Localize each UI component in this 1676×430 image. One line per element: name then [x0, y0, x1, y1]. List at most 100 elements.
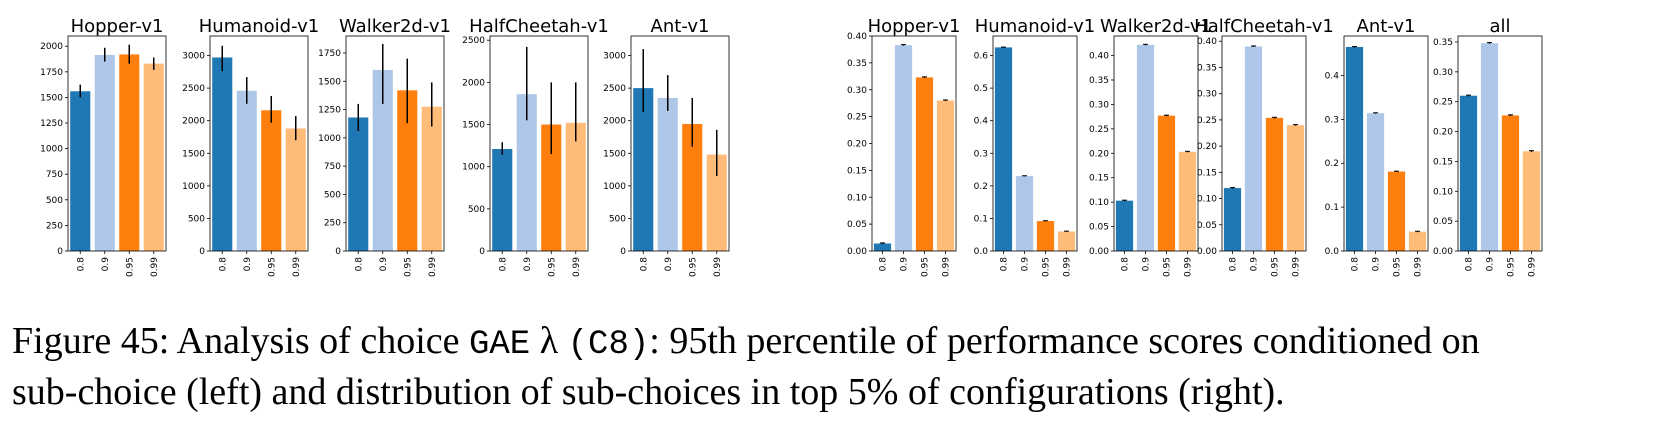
- chart-title: Ant-v1: [1357, 16, 1416, 37]
- bar: [421, 106, 442, 251]
- y-tick-label: 0.20: [1089, 149, 1109, 159]
- chart-panel: Humanoid-v1 0.8 0.9 0.95 0.99 0.0 0.1 0.2 0.3 0.4…: [974, 16, 1096, 277]
- chart-title: Humanoid-v1: [975, 16, 1095, 37]
- bar: [706, 154, 727, 251]
- bar: [261, 110, 282, 251]
- bar: [1036, 221, 1055, 251]
- y-tick-label: 1000: [462, 163, 485, 173]
- x-tick-label: 0.99: [150, 257, 160, 277]
- x-tick-label: 0.99: [428, 257, 438, 277]
- y-tick-label: 0.1: [1325, 203, 1339, 213]
- plot-frame: [1221, 35, 1307, 252]
- y-tick-label: 0.0: [1325, 247, 1340, 257]
- x-tick-label: 0.99: [942, 257, 952, 277]
- y-tick-label: 2000: [40, 42, 63, 52]
- bar: [1501, 115, 1520, 251]
- chart-panel: Hopper-v1 0.8 0.9 0.95 0.99 0.00 0.05 0.10 0.15 0…: [847, 16, 960, 277]
- plot-frame: [345, 35, 445, 252]
- y-tick-label: 0: [57, 247, 63, 257]
- plot-frame: [1113, 35, 1199, 252]
- bar: [1286, 125, 1305, 251]
- chart-title: Humanoid-v1: [199, 16, 319, 37]
- y-tick-label: 0.10: [1197, 195, 1217, 205]
- chart-title: Hopper-v1: [868, 16, 961, 37]
- y-tick-label: 0.40: [847, 32, 867, 42]
- x-tick-label: 0.99: [1292, 257, 1302, 277]
- y-tick-label: 2500: [462, 36, 485, 46]
- y-tick-label: 0.15: [1433, 157, 1453, 167]
- y-tick-label: 0.00: [847, 247, 867, 257]
- y-tick-label: 0.40: [1197, 37, 1217, 47]
- bar: [348, 117, 369, 251]
- plot-frame: [630, 35, 730, 252]
- x-tick-label: 0.99: [1414, 257, 1424, 277]
- x-tick-label: 0.95: [403, 257, 413, 277]
- y-tick-label: 0.6: [974, 52, 989, 62]
- x-tick-label: 0.9: [1142, 257, 1152, 272]
- y-tick-label: 3000: [182, 52, 205, 62]
- x-tick-label: 0.95: [125, 257, 135, 277]
- x-tick-label: 0.95: [688, 257, 698, 277]
- chart-title: Walker2d-v1: [1100, 16, 1212, 37]
- bar: [516, 94, 537, 251]
- y-tick-label: 500: [188, 214, 205, 224]
- y-tick-label: 750: [46, 170, 63, 180]
- bar: [1244, 46, 1263, 251]
- x-tick-label: 0.95: [1042, 257, 1052, 277]
- bar: [541, 124, 562, 251]
- y-tick-label: 0.2: [974, 182, 988, 192]
- y-tick-label: 0.30: [1089, 100, 1109, 110]
- y-tick-label: 0.1: [974, 214, 988, 224]
- bar: [1345, 46, 1364, 251]
- y-tick-label: 0.4: [1325, 71, 1340, 81]
- y-tick-label: 1500: [182, 149, 205, 159]
- bar: [1115, 200, 1134, 251]
- bar: [1015, 176, 1034, 251]
- y-tick-label: 0.05: [1197, 221, 1217, 231]
- y-tick-label: 0.25: [1089, 125, 1109, 135]
- y-tick-label: 0.00: [1197, 247, 1217, 257]
- bar: [212, 57, 233, 251]
- caption-line-1: Figure 45: Analysis of choice GAE λ (C8)…: [12, 318, 1672, 369]
- x-tick-label: 0.95: [547, 257, 557, 277]
- x-tick-label: 0.8: [498, 257, 508, 272]
- chart-panel: Hopper-v1 0.8 0.9 0.95 0.99 0 250 500 750 1000 125…: [40, 16, 167, 277]
- y-tick-label: 1500: [462, 121, 485, 131]
- y-tick-label: 0.20: [847, 140, 867, 150]
- x-tick-label: 0.99: [1063, 257, 1073, 277]
- bar: [657, 97, 678, 251]
- y-tick-label: 1250: [318, 106, 341, 116]
- chart-panel: all 0.8 0.9 0.95 0.99 0.00 0.05 0.10 0.15 0.20 0.2…: [1433, 16, 1543, 277]
- bar: [1387, 171, 1406, 251]
- y-tick-label: 2000: [182, 117, 205, 127]
- y-tick-label: 0.3: [1325, 115, 1339, 125]
- bar: [70, 91, 91, 252]
- bar: [1057, 231, 1076, 251]
- y-tick-label: 0.30: [1197, 90, 1217, 100]
- y-tick-label: 0.05: [1433, 217, 1453, 227]
- bar: [1480, 43, 1499, 251]
- x-tick-label: 0.99: [1528, 257, 1538, 277]
- chart-panel: Ant-v1 0.8 0.9 0.95 0.99 0 500 1000 1500 2000 2500…: [603, 16, 730, 277]
- y-tick-label: 0.35: [847, 59, 867, 69]
- y-tick-label: 0.35: [1433, 38, 1453, 48]
- x-tick-label: 0.99: [292, 257, 302, 277]
- x-tick-label: 0.9: [1486, 257, 1496, 272]
- x-tick-label: 0.99: [572, 257, 582, 277]
- bar: [119, 54, 140, 251]
- plot-frame: [992, 35, 1078, 252]
- bar: [1522, 151, 1541, 251]
- y-tick-label: 0: [620, 247, 626, 257]
- figure: Hopper-v1 0.8 0.9 0.95 0.99 0 250 500 750 1000 125…: [40, 16, 1543, 277]
- x-tick-label: 0.95: [1271, 257, 1281, 277]
- y-tick-label: 0.25: [1433, 98, 1453, 108]
- chart-panel: Humanoid-v1 0.8 0.9 0.95 0.99 0 500 1000 1500 200…: [182, 16, 319, 277]
- y-tick-label: 0.00: [1433, 247, 1453, 257]
- y-tick-label: 0.00: [1089, 247, 1109, 257]
- y-tick-label: 0.2: [1325, 159, 1339, 169]
- y-tick-label: 0.35: [1197, 63, 1217, 73]
- bar: [143, 63, 164, 252]
- bar: [633, 88, 654, 251]
- y-tick-label: 0.30: [1433, 68, 1453, 78]
- x-tick-label: 0.8: [76, 257, 86, 272]
